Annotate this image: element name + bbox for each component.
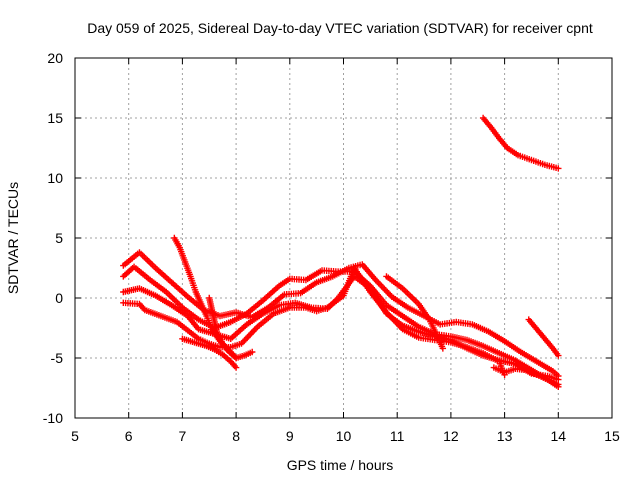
grid-layer [75,58,612,418]
y-tick-label: -10 [43,410,63,426]
x-tick-label: 10 [336,428,352,444]
data-point-plus [555,165,562,172]
y-axis-label: SDTVAR / TECUs [5,182,21,294]
x-tick-label: 7 [179,428,187,444]
series-track-7 [206,294,240,362]
x-tick-label: 8 [232,428,240,444]
x-tick-label: 5 [71,428,79,444]
data-point-plus [555,381,562,388]
y-tick-label: -5 [51,350,64,366]
y-tick-label: 5 [55,230,63,246]
x-tick-label: 15 [604,428,620,444]
y-tick-label: 15 [47,110,63,126]
series-track-2 [120,263,562,390]
chart-title: Day 059 of 2025, Sidereal Day-to-day VTE… [87,20,593,36]
data-point-plus [249,348,256,356]
x-tick-label: 14 [551,428,567,444]
x-tick-label: 9 [286,428,294,444]
series-track-6 [179,335,240,371]
y-tick-label: 0 [55,290,63,306]
series-track-8 [383,273,447,352]
x-axis-label: GPS time / hours [287,457,394,473]
series-track-9 [479,114,562,172]
data-layer [120,114,562,390]
x-tick-label: 13 [497,428,513,444]
data-point-plus [232,364,240,371]
x-tick-label: 11 [390,428,405,444]
data-point-plus [232,354,240,362]
data-point-plus [555,352,562,359]
x-tick-label: 6 [125,428,133,444]
x-tick-label: 12 [443,428,459,444]
y-tick-label: 20 [47,50,63,66]
series-track-11 [490,364,562,388]
tick-layer: 5 6 7 8 9 10 11 12 13 14 15 -10 -5 0 5 10 15 20 [43,50,620,444]
series-track-10 [525,316,562,359]
data-point-plus [439,345,447,352]
y-tick-label: 10 [47,170,63,186]
